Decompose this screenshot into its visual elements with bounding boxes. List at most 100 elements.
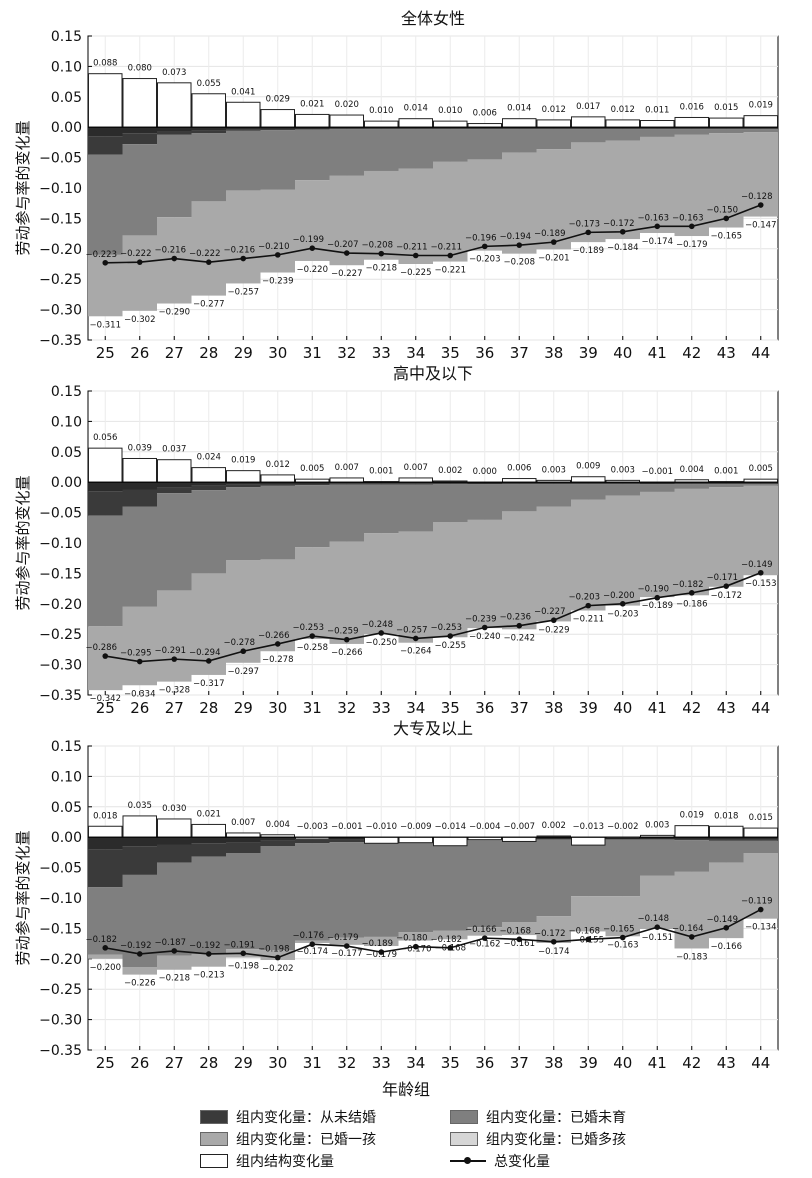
bar-married-one-child	[536, 149, 571, 250]
bar-never-married	[157, 131, 192, 135]
structural-value-label: 0.015	[714, 103, 738, 113]
x-tick-label: 35	[441, 344, 460, 362]
x-tick-label: 40	[613, 344, 632, 362]
bar-structural	[260, 474, 295, 483]
total-value-label: −0.192	[120, 941, 151, 951]
x-tick-label: 26	[130, 699, 149, 717]
bar-married-no-child	[191, 133, 226, 202]
structural-value-label: 0.019	[231, 456, 255, 466]
bar-never-married-inner	[191, 482, 226, 486]
bar-never-married	[364, 483, 399, 485]
structural-value-label: 0.007	[231, 818, 255, 828]
bar-married-one-child	[536, 916, 571, 943]
bar-married-one-child	[122, 606, 157, 686]
x-tick-label: 37	[510, 1054, 529, 1072]
bar-married-no-child	[122, 506, 157, 607]
total-point	[757, 202, 764, 208]
structural-value-label: 0.021	[300, 99, 324, 109]
structural-value-label: −0.009	[400, 822, 431, 832]
lower-value-label: −0.170	[400, 945, 431, 955]
structural-value-label: 0.003	[611, 465, 635, 475]
total-value-label: −0.286	[86, 643, 117, 653]
bar-structural	[157, 459, 192, 483]
total-value-label: −0.166	[465, 925, 496, 935]
bar-never-married-inner	[605, 482, 640, 484]
total-value-label: −0.149	[707, 915, 738, 925]
bar-structural	[433, 120, 468, 128]
total-point	[447, 252, 454, 259]
bar-never-married-inner	[260, 837, 295, 841]
x-tick-label: 36	[475, 344, 494, 362]
bar-married-no-child	[605, 839, 640, 897]
total-point	[309, 941, 316, 948]
bar-married-one-child	[364, 936, 399, 947]
x-tick-label: 27	[165, 1054, 184, 1072]
bar-never-married-inner	[743, 837, 778, 840]
x-tick-label: 25	[96, 699, 115, 717]
bar-married-no-child	[295, 485, 330, 548]
structural-value-label: 0.024	[197, 453, 221, 463]
total-point	[585, 602, 592, 609]
bar-never-married	[122, 489, 157, 507]
bar-married-one-child	[467, 159, 502, 251]
bar-never-married	[605, 839, 640, 840]
bar-structural	[191, 467, 226, 483]
bar-married-one-child	[398, 531, 433, 643]
bar-married-no-child	[605, 129, 640, 141]
y-tick-label: 0.05	[51, 800, 82, 816]
bar-married-no-child	[433, 484, 468, 523]
total-point	[516, 936, 523, 943]
total-point	[343, 943, 350, 949]
total-value-label: −0.200	[603, 591, 634, 601]
total-point	[240, 950, 247, 957]
total-value-label: −0.253	[431, 623, 462, 633]
bar-never-married	[88, 491, 123, 516]
bar-never-married	[329, 483, 364, 485]
lower-value-label: −0.264	[400, 647, 431, 657]
x-tick-label: 34	[406, 699, 425, 717]
x-tick-label: 31	[303, 1054, 322, 1072]
bar-never-married	[467, 483, 502, 485]
bar-structural	[295, 113, 330, 128]
total-value-label: −0.222	[120, 249, 151, 259]
bar-never-married	[674, 128, 709, 130]
bar-never-married	[433, 128, 468, 130]
y-tick-label: −0.30	[39, 658, 82, 674]
bar-never-married	[640, 483, 675, 485]
total-value-label: −0.192	[189, 941, 220, 951]
total-point	[585, 229, 592, 236]
bar-structural	[329, 477, 364, 483]
x-tick-label: 40	[613, 1054, 632, 1072]
x-tick-label: 25	[96, 344, 115, 362]
bar-structural	[743, 115, 778, 128]
bar-married-no-child	[571, 484, 606, 500]
total-value-label: −0.150	[707, 205, 738, 215]
bar-never-married-inner	[260, 127, 295, 130]
total-value-label: −0.208	[362, 241, 393, 251]
bar-married-one-child	[502, 922, 537, 936]
bar-married-no-child	[743, 129, 778, 133]
bar-never-married-inner	[674, 837, 709, 840]
lower-value-label: −0.250	[366, 638, 397, 648]
lower-value-label: −0.240	[469, 632, 500, 642]
x-tick-label: 31	[303, 344, 322, 362]
lower-value-label: −0.277	[193, 300, 224, 310]
x-tick-label: 39	[579, 1054, 598, 1072]
legend-item-total: 总变化量	[450, 1151, 550, 1171]
bar-married-no-child	[88, 887, 123, 955]
bar-married-no-child	[467, 484, 502, 520]
legend-item-structural: 组内结构变化量	[200, 1151, 334, 1171]
y-tick-label: −0.20	[39, 242, 82, 258]
bar-structural	[226, 470, 261, 483]
total-value-label: −0.203	[569, 593, 600, 603]
total-value-label: −0.257	[396, 625, 427, 635]
legend-swatch-married-multi-child	[450, 1132, 478, 1146]
lower-value-label: −0.225	[400, 268, 431, 278]
y-tick-label: −0.30	[39, 1013, 82, 1029]
lower-value-label: −0.203	[607, 610, 638, 620]
bar-never-married-inner	[536, 127, 571, 129]
y-tick-label: 0.15	[51, 739, 82, 755]
bar-married-no-child	[502, 129, 537, 153]
structural-value-label: 0.004	[266, 820, 290, 830]
bar-married-no-child	[364, 842, 399, 937]
